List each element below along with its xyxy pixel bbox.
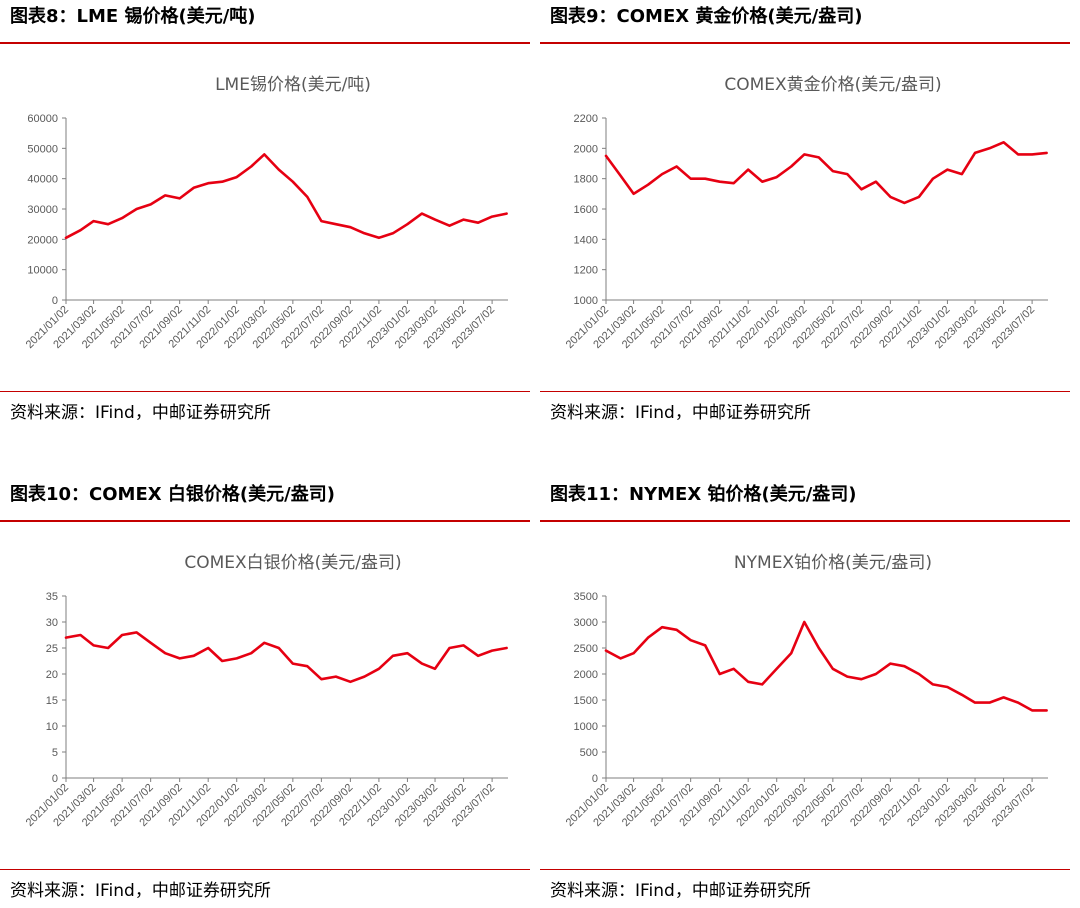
y-tick-label: 3000 (574, 617, 598, 629)
top-rule (0, 42, 530, 44)
source-note: 资料来源：IFind，中邮证券研究所 (10, 881, 271, 901)
bottom-rule (540, 391, 1070, 392)
y-tick-label: 25 (46, 643, 58, 655)
series-line (64, 153, 508, 240)
source-note: 资料来源：IFind，中邮证券研究所 (550, 403, 811, 423)
chart-title: NYMEX铂价格(美元/盎司) (734, 553, 932, 573)
y-tick-label: 20 (46, 669, 58, 681)
y-tick-label: 2000 (574, 143, 598, 155)
y-tick-label: 35 (46, 591, 58, 603)
y-tick-label: 3500 (574, 591, 598, 603)
chart-comex-silver: COMEX白银价格(美元/盎司)051015202530352021/01/02… (24, 553, 508, 829)
y-tick-label: 1500 (574, 695, 598, 707)
y-tick-label: 1400 (574, 234, 598, 246)
y-tick-label: 10 (46, 721, 58, 733)
y-tick-label: 1000 (574, 295, 598, 307)
series-line (604, 620, 1048, 712)
chart-title: COMEX白银价格(美元/盎司) (184, 553, 401, 573)
y-tick-label: 30000 (27, 204, 58, 216)
y-tick-label: 0 (52, 295, 58, 307)
y-tick-label: 15 (46, 695, 58, 707)
y-tick-label: 0 (592, 773, 598, 785)
y-tick-label: 2200 (574, 113, 598, 125)
y-tick-label: 30 (46, 617, 58, 629)
chart-comex-gold: COMEX黄金价格(美元/盎司) 1000 1200 1400 1600 1800 2000… (564, 75, 1048, 351)
y-tick-label: 2000 (574, 669, 598, 681)
y-tick-label: 2500 (574, 643, 598, 655)
source-note: 资料来源：IFind，中邮证券研究所 (10, 403, 271, 423)
bottom-rule (0, 391, 530, 392)
panel-title: 图表11：NYMEX 铂价格(美元/盎司) (550, 484, 857, 505)
chart-lme-tin: LME锡价格(美元/吨) 0 10000 20000 30000 40000 50000 60… (24, 75, 508, 351)
series-line (604, 141, 1048, 205)
top-rule (540, 42, 1070, 44)
chart-nymex-platinum: NYMEX铂价格(美元/盎司) 0 500 1000 1500 2000 2500 3000 3… (564, 553, 1048, 829)
panel-title: 图表9：COMEX 黄金价格(美元/盎司) (550, 6, 863, 27)
y-tick-label: 40000 (27, 174, 58, 186)
top-rule (540, 520, 1070, 522)
y-tick-label: 0 (52, 773, 58, 785)
series-line (64, 631, 508, 684)
panel-title: 图表8：LME 锡价格(美元/吨) (10, 6, 256, 27)
bottom-rule (540, 869, 1070, 870)
y-tick-label: 1600 (574, 204, 598, 216)
chart-title: LME锡价格(美元/吨) (215, 75, 371, 95)
y-tick-label: 1200 (574, 265, 598, 277)
y-tick-label: 60000 (27, 113, 58, 125)
y-tick-label: 1800 (574, 174, 598, 186)
y-tick-label: 500 (580, 747, 598, 759)
y-tick-label: 20000 (27, 234, 58, 246)
y-tick-label: 50000 (27, 143, 58, 155)
chart-title: COMEX黄金价格(美元/盎司) (724, 75, 941, 95)
bottom-rule (0, 869, 530, 870)
y-tick-label: 1000 (574, 721, 598, 733)
panel-title: 图表10：COMEX 白银价格(美元/盎司) (10, 484, 335, 505)
y-tick-label: 5 (52, 747, 58, 759)
top-rule (0, 520, 530, 522)
y-tick-label: 10000 (27, 265, 58, 277)
source-note: 资料来源：IFind，中邮证券研究所 (550, 881, 811, 901)
